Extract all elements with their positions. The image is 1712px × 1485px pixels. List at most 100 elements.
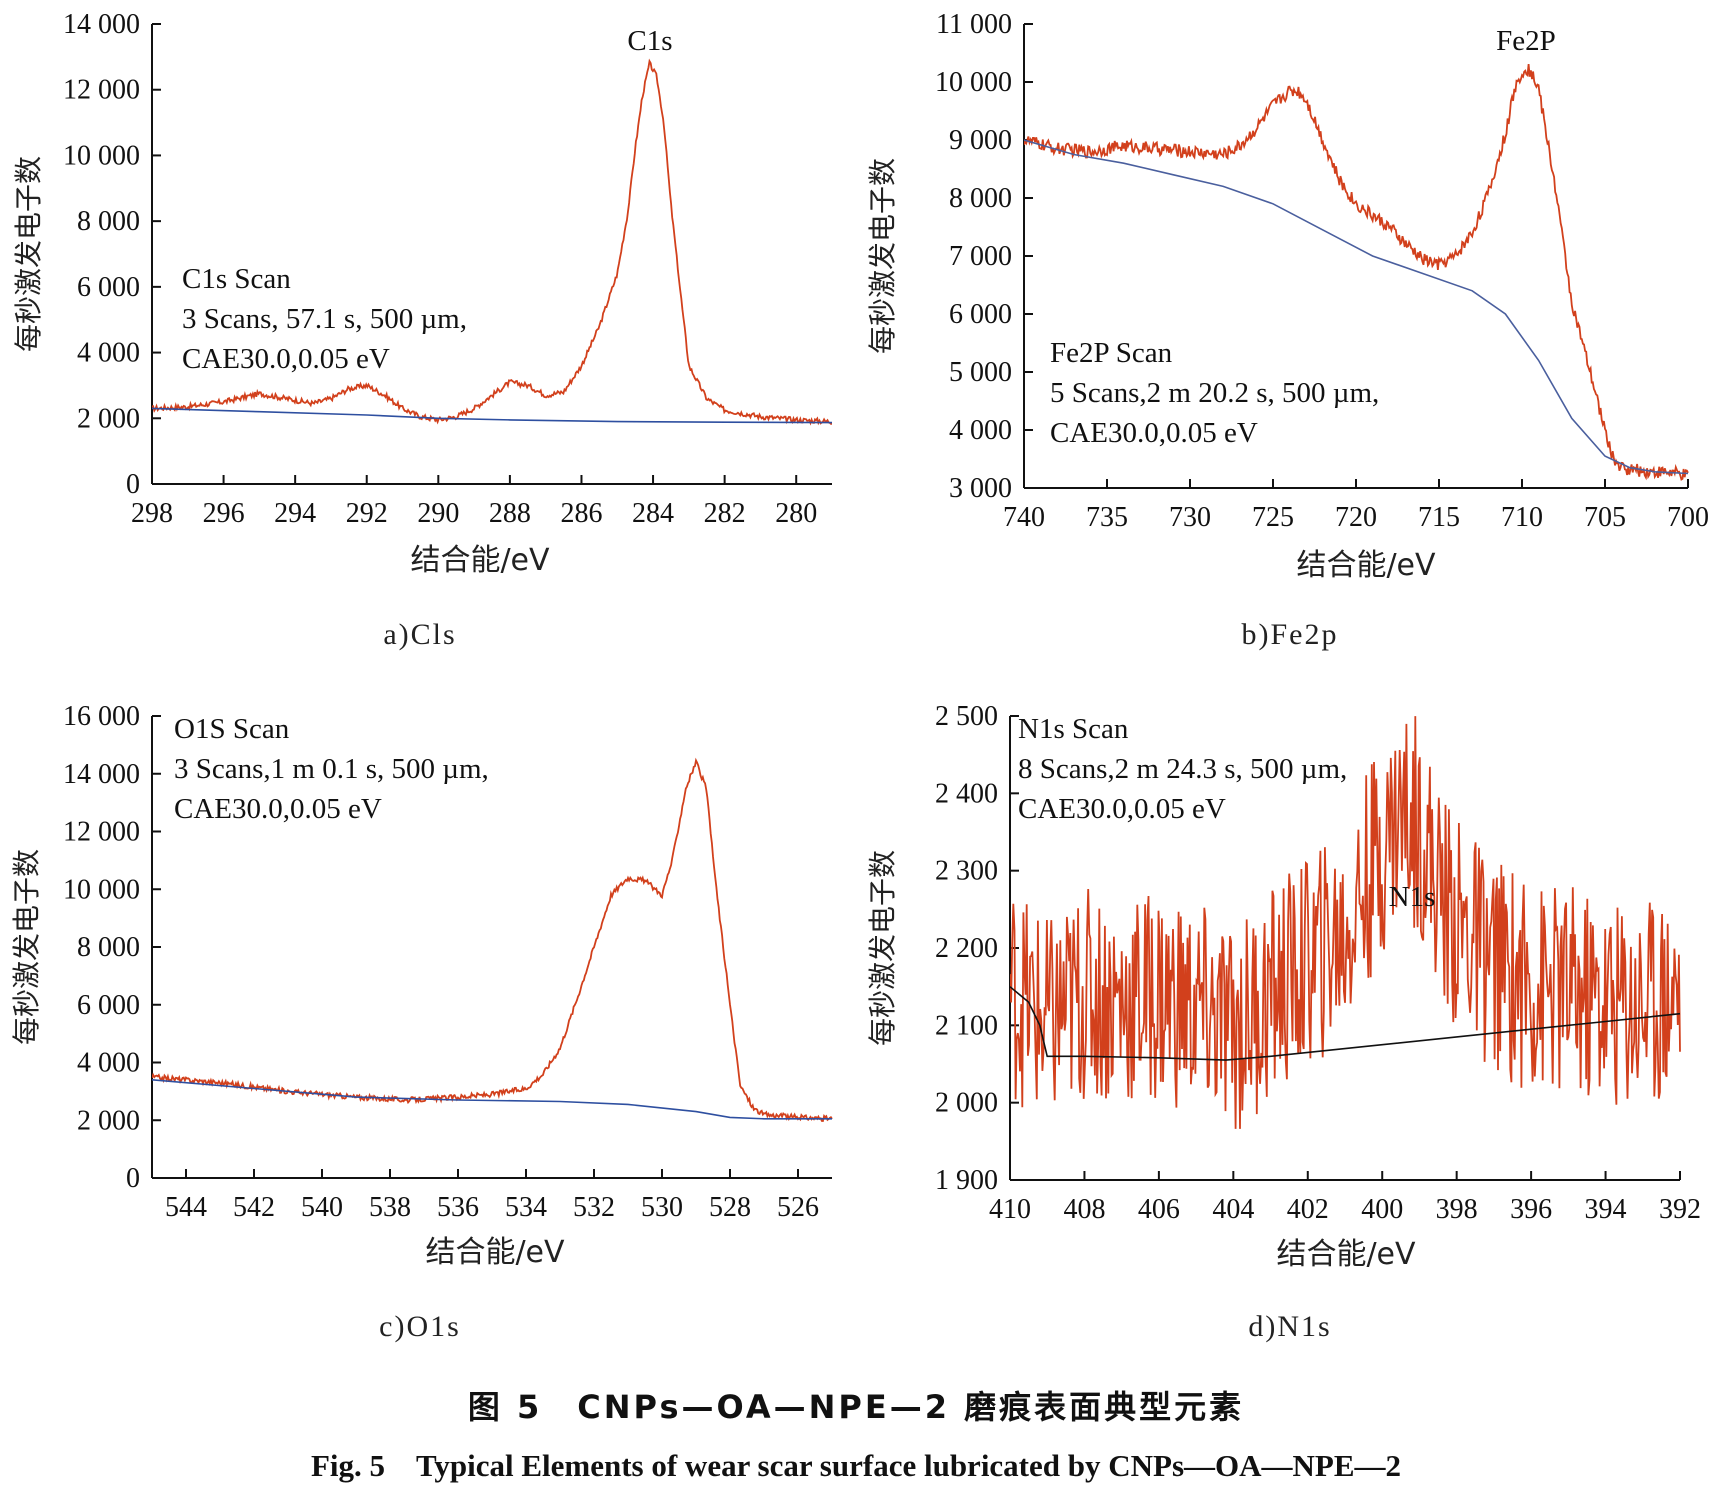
- peak-label: C1s: [627, 25, 672, 57]
- x-tick-label: 400: [1361, 1194, 1403, 1225]
- x-tick-label: 406: [1138, 1194, 1180, 1225]
- y-tick-label: 4 000: [949, 415, 1012, 446]
- y-axis-label: 每秒激发电子数: [866, 850, 899, 1046]
- x-tick-label: 392: [1659, 1194, 1701, 1225]
- scan-annotation-line: 8 Scans,2 m 24.3 s, 500 µm,: [1018, 753, 1347, 785]
- y-tick-label: 8 000: [77, 206, 140, 237]
- x-tick-label: 526: [777, 1192, 819, 1223]
- y-tick-label: 6 000: [949, 299, 1012, 330]
- x-tick-label: 534: [505, 1192, 547, 1223]
- y-tick-label: 2 200: [935, 933, 998, 964]
- y-tick-label: 2 400: [935, 778, 998, 809]
- spectrum-line: [152, 58, 832, 426]
- y-tick-label: 7 000: [949, 241, 1012, 272]
- x-tick-label: 710: [1501, 502, 1543, 533]
- scan-annotation-line: CAE30.0,0.05 eV: [1050, 417, 1258, 449]
- y-tick-label: 8 000: [949, 183, 1012, 214]
- peak-label: Fe2P: [1496, 25, 1556, 57]
- caption-c: c)O1s: [379, 1310, 461, 1343]
- y-tick-label: 11 000: [936, 9, 1012, 40]
- y-tick-label: 8 000: [77, 932, 140, 963]
- y-tick-label: 2 000: [77, 403, 140, 434]
- figure-title-cn: 图 5 CNPs—OA—NPE—2 磨痕表面典型元素: [467, 1388, 1245, 1426]
- x-tick-label: 404: [1212, 1194, 1254, 1225]
- caption-b: b)Fe2p: [1241, 618, 1339, 651]
- x-tick-label: 294: [274, 498, 316, 529]
- spectrum-line: [152, 757, 833, 1122]
- y-tick-label: 5 000: [949, 357, 1012, 388]
- axes-n1s: 1 900 2 000 2 100 2 200 2 300 2 400 2 500 410 40…: [935, 701, 1701, 1225]
- x-tick-label: 715: [1418, 502, 1460, 533]
- y-axis-label: 每秒激发电子数: [866, 158, 899, 354]
- figure-title-en: Fig. 5 Typical Elements of wear scar sur…: [310, 1448, 1402, 1483]
- y-tick-label: 16 000: [63, 701, 140, 732]
- y-tick-label: 10 000: [935, 67, 1012, 98]
- chart-c1s: 0 2 000 4 000 6 000 8 000 10 000 12 000 14 000 2…: [12, 9, 833, 578]
- y-tick-label: 4 000: [77, 338, 140, 369]
- x-axis-label: 结合能/eV: [410, 543, 550, 578]
- y-tick-label: 12 000: [63, 75, 140, 106]
- y-tick-label: 2 100: [935, 1010, 998, 1041]
- scan-annotation-line: N1s Scan: [1018, 713, 1129, 745]
- x-tick-label: 536: [437, 1192, 479, 1223]
- x-tick-label: 410: [989, 1194, 1031, 1225]
- x-tick-label: 290: [417, 498, 459, 529]
- y-tick-label: 10 000: [63, 874, 140, 905]
- y-tick-label: 10 000: [63, 140, 140, 171]
- y-tick-label: 9 000: [949, 125, 1012, 156]
- x-tick-label: 296: [203, 498, 245, 529]
- scan-annotation-line: CAE30.0,0.05 eV: [1018, 793, 1226, 825]
- spectrum-line: [1010, 716, 1681, 1129]
- x-tick-label: 540: [301, 1192, 343, 1223]
- caption-a: a)Cls: [383, 618, 457, 651]
- scan-annotation-line: Fe2P Scan: [1050, 337, 1173, 369]
- x-tick-label: 292: [346, 498, 388, 529]
- peak-label: N1s: [1389, 881, 1436, 913]
- x-tick-label: 735: [1086, 502, 1128, 533]
- x-tick-label: 286: [560, 498, 602, 529]
- x-tick-label: 725: [1252, 502, 1294, 533]
- x-tick-label: 730: [1169, 502, 1211, 533]
- x-tick-label: 280: [775, 498, 817, 529]
- background-line: [152, 407, 833, 424]
- y-tick-label: 6 000: [77, 272, 140, 303]
- x-tick-label: 298: [131, 498, 173, 529]
- scan-annotation-line: O1S Scan: [174, 713, 290, 745]
- background-line: [1010, 986, 1681, 1061]
- x-tick-label: 700: [1667, 502, 1709, 533]
- axes-c1s: 0 2 000 4 000 6 000 8 000 10 000 12 000 14 000 2…: [63, 9, 832, 529]
- scan-annotation-line: CAE30.0,0.05 eV: [182, 343, 390, 375]
- y-tick-label: 14 000: [63, 9, 140, 40]
- x-axis-label: 结合能/eV: [425, 1235, 565, 1270]
- background-line: [1024, 139, 1689, 475]
- x-tick-label: 542: [233, 1192, 275, 1223]
- x-tick-label: 394: [1585, 1194, 1627, 1225]
- x-tick-label: 538: [369, 1192, 411, 1223]
- y-tick-label: 2 000: [935, 1088, 998, 1119]
- x-tick-label: 396: [1510, 1194, 1552, 1225]
- y-tick-label: 3 000: [949, 473, 1012, 504]
- y-tick-label: 14 000: [63, 759, 140, 790]
- x-tick-label: 402: [1287, 1194, 1329, 1225]
- y-tick-label: 4 000: [77, 1048, 140, 1079]
- scan-annotation-line: 3 Scans,1 m 0.1 s, 500 µm,: [174, 753, 489, 785]
- x-tick-label: 720: [1335, 502, 1377, 533]
- caption-d: d)N1s: [1248, 1310, 1332, 1343]
- x-tick-label: 282: [704, 498, 746, 529]
- scan-annotation-line: 3 Scans, 57.1 s, 500 µm,: [182, 303, 467, 335]
- y-tick-label: 2 000: [77, 1105, 140, 1136]
- y-axis-label: 每秒激发电子数: [10, 849, 43, 1045]
- axes-fe2p: 3 000 4 000 5 000 6 000 7 000 8 000 9 000 10 00…: [935, 9, 1709, 533]
- background-line: [152, 1079, 832, 1120]
- y-axis-label: 每秒激发电子数: [12, 156, 45, 352]
- y-tick-label: 0: [126, 469, 140, 500]
- chart-n1s: 1 900 2 000 2 100 2 200 2 300 2 400 2 500 410 40…: [866, 701, 1701, 1272]
- x-tick-label: 288: [489, 498, 531, 529]
- scan-annotation-line: 5 Scans,2 m 20.2 s, 500 µm,: [1050, 377, 1379, 409]
- x-tick-label: 528: [709, 1192, 751, 1223]
- x-axis-label: 结合能/eV: [1276, 1237, 1416, 1272]
- x-tick-label: 530: [641, 1192, 683, 1223]
- x-tick-label: 740: [1003, 502, 1045, 533]
- y-tick-label: 6 000: [77, 990, 140, 1021]
- chart-fe2p: 3 000 4 000 5 000 6 000 7 000 8 000 9 000 10 00…: [866, 9, 1709, 583]
